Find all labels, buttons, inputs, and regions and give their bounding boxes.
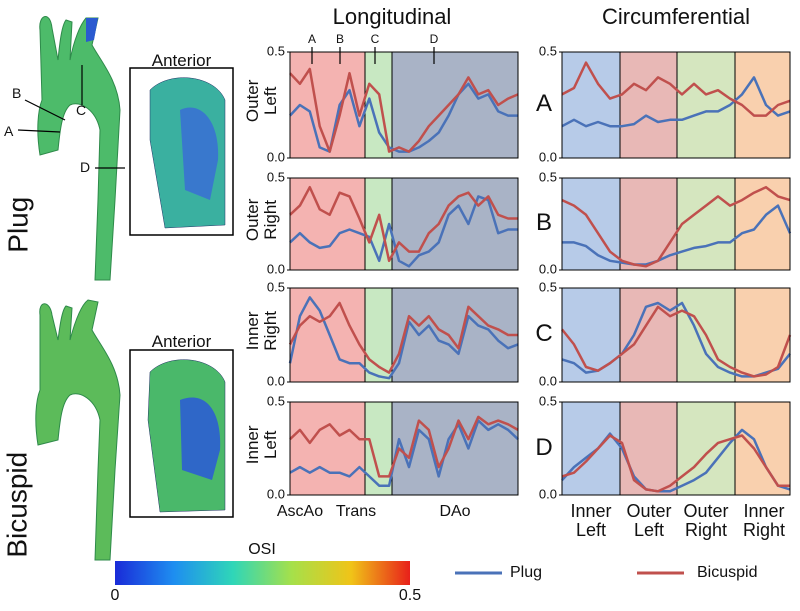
- row-label: B: [535, 209, 552, 236]
- region-band: [735, 402, 790, 495]
- inset-shade: [180, 397, 221, 480]
- region-label: Outer Right: [683, 501, 729, 540]
- view-label: Anterior: [151, 51, 212, 70]
- series-line: [562, 204, 792, 266]
- region-band: [620, 178, 677, 270]
- y-axis-label: Outer Right: [243, 198, 280, 242]
- region-band: [562, 288, 620, 382]
- region-band: [735, 288, 790, 382]
- y-tick-label: 0.5: [539, 169, 557, 184]
- aorta-marker: D: [80, 159, 91, 175]
- series-line: [289, 415, 519, 478]
- y-axis-label: Inner Left: [243, 424, 280, 464]
- series-line: [289, 185, 518, 263]
- series-line: [561, 61, 791, 117]
- region-band: [392, 178, 518, 270]
- column-title: Circumferential: [602, 4, 750, 29]
- y-tick-label: 0.0: [539, 373, 557, 388]
- y-tick-label: 0.0: [267, 373, 285, 388]
- y-axis-label: Outer Left: [243, 79, 280, 123]
- region-band: [677, 178, 735, 270]
- region-label: DAo: [439, 503, 470, 520]
- aorta-marker: C: [76, 102, 87, 118]
- region-label: Inner Left: [570, 501, 612, 540]
- region-band: [290, 288, 365, 382]
- y-tick-label: 0.5: [267, 169, 285, 184]
- region-band: [562, 402, 620, 495]
- series-line: [288, 296, 519, 380]
- y-tick-label: 0.5: [539, 393, 557, 408]
- series-line: [561, 185, 791, 268]
- plot-frame: [289, 287, 519, 383]
- series-line: [289, 82, 518, 153]
- y-tick-label: 0.0: [539, 261, 557, 276]
- row-label: Bicuspid: [1, 451, 33, 558]
- colorbar-label: OSI: [248, 541, 276, 558]
- aorta-bicuspid: [35, 299, 121, 561]
- inset-shade: [180, 107, 219, 200]
- y-tick-label: 0.0: [267, 261, 285, 276]
- y-tick-label: 0.0: [539, 149, 557, 164]
- plot-frame: [289, 401, 519, 496]
- series-line: [289, 195, 518, 268]
- plot-frame: [561, 51, 791, 159]
- region-band: [620, 288, 677, 382]
- region-band: [290, 178, 365, 270]
- y-tick-label: 0.0: [267, 149, 285, 164]
- colorbar-tick-label: 0.5: [399, 587, 421, 604]
- region-band: [290, 402, 365, 495]
- series-line: [288, 301, 518, 374]
- row-label: C: [535, 320, 553, 347]
- leader-lines: [17, 65, 125, 169]
- region-band: [562, 52, 620, 158]
- y-tick-label: 0.5: [267, 393, 285, 408]
- position-marker: D: [430, 32, 439, 46]
- colorbar-tick-label: 0: [111, 587, 120, 604]
- region-band: [365, 402, 392, 495]
- y-tick-label: 0.5: [539, 43, 557, 58]
- series-line: [561, 76, 791, 128]
- region-label: Inner Right: [742, 501, 786, 540]
- series-line: [561, 434, 790, 493]
- region-band: [677, 52, 735, 158]
- region-band: [735, 178, 790, 270]
- colorbar: [115, 561, 410, 585]
- y-tick-label: 0.5: [267, 279, 285, 294]
- region-label: AscAo: [277, 503, 323, 520]
- aorta-marker: B: [12, 85, 22, 101]
- column-title: Longitudinal: [333, 4, 452, 29]
- aorta-plug: [37, 16, 121, 281]
- plot-frame: [561, 287, 791, 383]
- series-line: [289, 67, 519, 153]
- legend-label: Plug: [510, 564, 542, 581]
- view-label: Anterior: [151, 332, 212, 351]
- plot-frame: [561, 177, 791, 271]
- y-axis-label: Inner Right: [243, 311, 280, 351]
- region-band: [620, 52, 677, 158]
- row-label: A: [535, 90, 552, 117]
- position-marker: A: [308, 32, 316, 46]
- aorta-marker: A: [4, 123, 14, 139]
- position-marker: C: [371, 32, 380, 46]
- plot-frame: [561, 401, 791, 496]
- plot-frame: [289, 51, 519, 159]
- region-band: [392, 288, 518, 382]
- y-tick-label: 0.0: [267, 486, 285, 501]
- position-marker: B: [336, 32, 344, 46]
- region-label: Outer Left: [626, 501, 672, 540]
- row-label: D: [535, 433, 553, 461]
- legend-label: Bicuspid: [697, 564, 757, 581]
- region-band: [620, 402, 677, 495]
- region-label: Trans: [336, 503, 376, 520]
- plot-frame: [289, 177, 519, 271]
- y-tick-label: 0.0: [539, 486, 557, 501]
- series-line: [561, 305, 792, 378]
- row-label: Plug: [2, 196, 34, 253]
- y-tick-label: 0.5: [539, 279, 557, 294]
- y-tick-label: 0.5: [267, 43, 285, 58]
